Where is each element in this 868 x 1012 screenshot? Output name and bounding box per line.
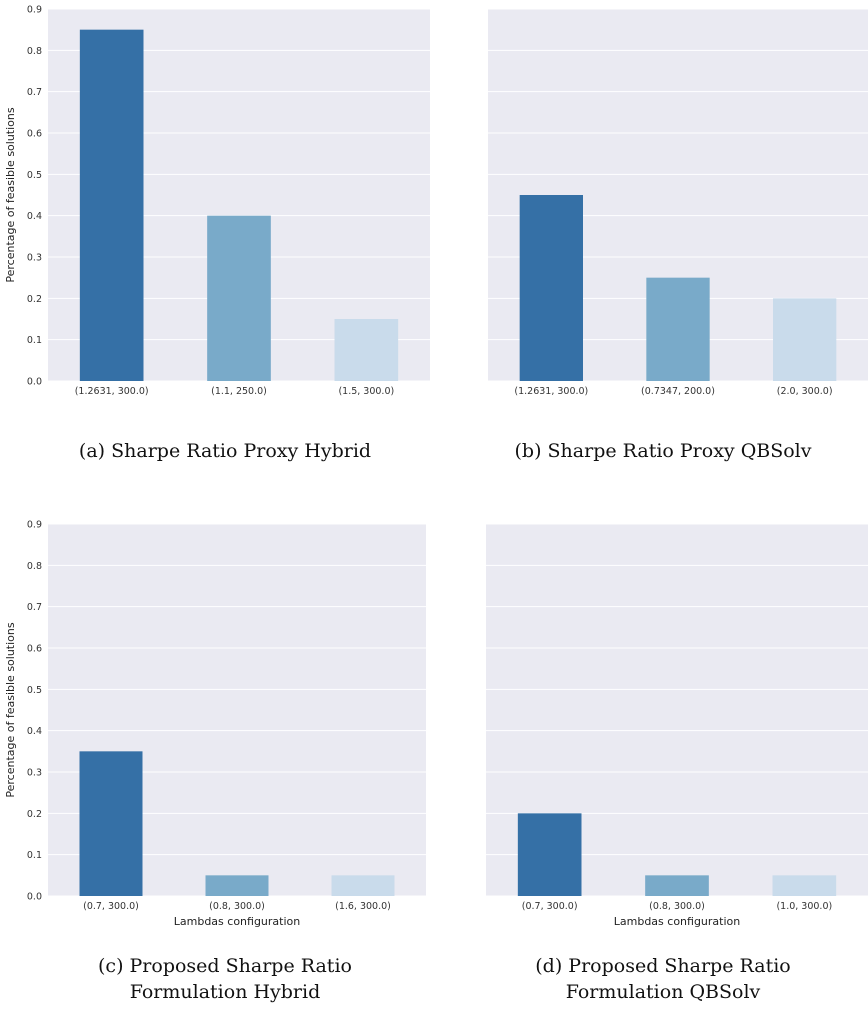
chart-c-ytick-label: 0.3 [27,768,42,779]
chart-a-bar [79,29,144,382]
chart-c-ytick-label: 0.7 [27,602,42,613]
chart-d-xtick-label: (0.8, 300.0) [649,901,705,912]
chart-c-bar [205,875,269,896]
chart-d-bar [645,875,709,896]
caption-b: (b) Sharpe Ratio Proxy QBSolv [468,438,858,464]
chart-d: (0.7, 300.0) (0.8, 300.0) (1.0, 300.0) Lamb… [486,523,868,928]
chart-b-bar [646,277,710,381]
chart-c-ytick-label: 0.0 [27,892,42,903]
chart-a-ytick-label: 0.5 [27,170,42,181]
chart-b-xtick-label: (2.0, 300.0) [777,386,833,397]
chart-c-bar [79,751,143,896]
chart-c-ytick-label: 0.9 [27,520,42,531]
chart-c-xlabel: Lambdas configuration [174,915,301,928]
chart-a-ytick-label: 0.0 [27,377,42,388]
chart-d-xlabel: Lambdas configuration [614,915,741,928]
caption-c-line-2: Formulation Hybrid [129,981,321,1003]
chart-a-bar [207,215,271,381]
chart-b-xtick-label: (0.7347, 200.0) [641,386,715,397]
chart-a-ytick-label: 0.9 [27,5,42,16]
chart-a: 0.0 0.1 0.2 0.3 0.4 0.5 0.6 0.7 0.8 0.9 Percentage… [4,5,430,397]
chart-a-xtick-label: (1.1, 250.0) [211,386,267,397]
chart-a-ylabel: Percentage of feasible solutions [4,107,17,283]
caption-a: (a) Sharpe Ratio Proxy Hybrid [30,438,420,464]
chart-a-ytick-label: 0.2 [27,294,42,305]
chart-c-xtick-label: (1.6, 300.0) [335,901,391,912]
chart-a-ytick-label: 0.8 [27,46,42,57]
chart-a-bar [334,319,399,381]
chart-a-ytick-label: 0.6 [27,129,42,140]
chart-c-ytick-label: 0.2 [27,809,42,820]
chart-c-ytick-label: 0.6 [27,644,42,655]
chart-d-bar [517,813,582,896]
chart-a-ytick-label: 0.3 [27,253,42,264]
caption-d-line-2: Formulation QBSolv [565,981,761,1003]
caption-a-line-1: (a) Sharpe Ratio Proxy Hybrid [78,440,372,462]
caption-d: (d) Proposed Sharpe Ratio Formulation QB… [468,953,858,1005]
chart-c: 0.0 0.1 0.2 0.3 0.4 0.5 0.6 0.7 0.8 0.9 Percentage… [4,520,426,928]
chart-c-xtick-label: (0.7, 300.0) [83,901,139,912]
chart-a-ytick-label: 0.1 [27,335,42,346]
chart-d-xtick-label: (0.7, 300.0) [522,901,578,912]
chart-a-xtick-label: (1.2631, 300.0) [75,386,149,397]
caption-d-line-1: (d) Proposed Sharpe Ratio [535,955,791,977]
chart-a-ytick-label: 0.4 [27,211,42,222]
chart-a-xtick-label: (1.5, 300.0) [338,386,394,397]
chart-b-xtick-label: (1.2631, 300.0) [514,386,588,397]
chart-b-bar [519,195,583,381]
chart-c-ytick-label: 0.4 [27,726,42,737]
caption-c: (c) Proposed Sharpe Ratio Formulation Hy… [30,953,420,1005]
chart-c-ylabel: Percentage of feasible solutions [4,622,17,798]
chart-c-ytick-label: 0.5 [27,685,42,696]
chart-a-ytick-label: 0.7 [27,87,42,98]
caption-b-line-1: (b) Sharpe Ratio Proxy QBSolv [514,440,812,462]
chart-c-bar [331,875,395,896]
chart-c-ytick-label: 0.1 [27,850,42,861]
chart-c-xtick-label: (0.8, 300.0) [209,901,265,912]
chart-d-bar [772,875,837,896]
chart-b-bar [773,298,837,381]
chart-d-xtick-label: (1.0, 300.0) [776,901,832,912]
chart-c-ytick-label: 0.8 [27,561,42,572]
caption-c-line-1: (c) Proposed Sharpe Ratio [98,955,352,977]
chart-b: (1.2631, 300.0) (0.7347, 200.0) (2.0, 300.… [488,8,868,397]
